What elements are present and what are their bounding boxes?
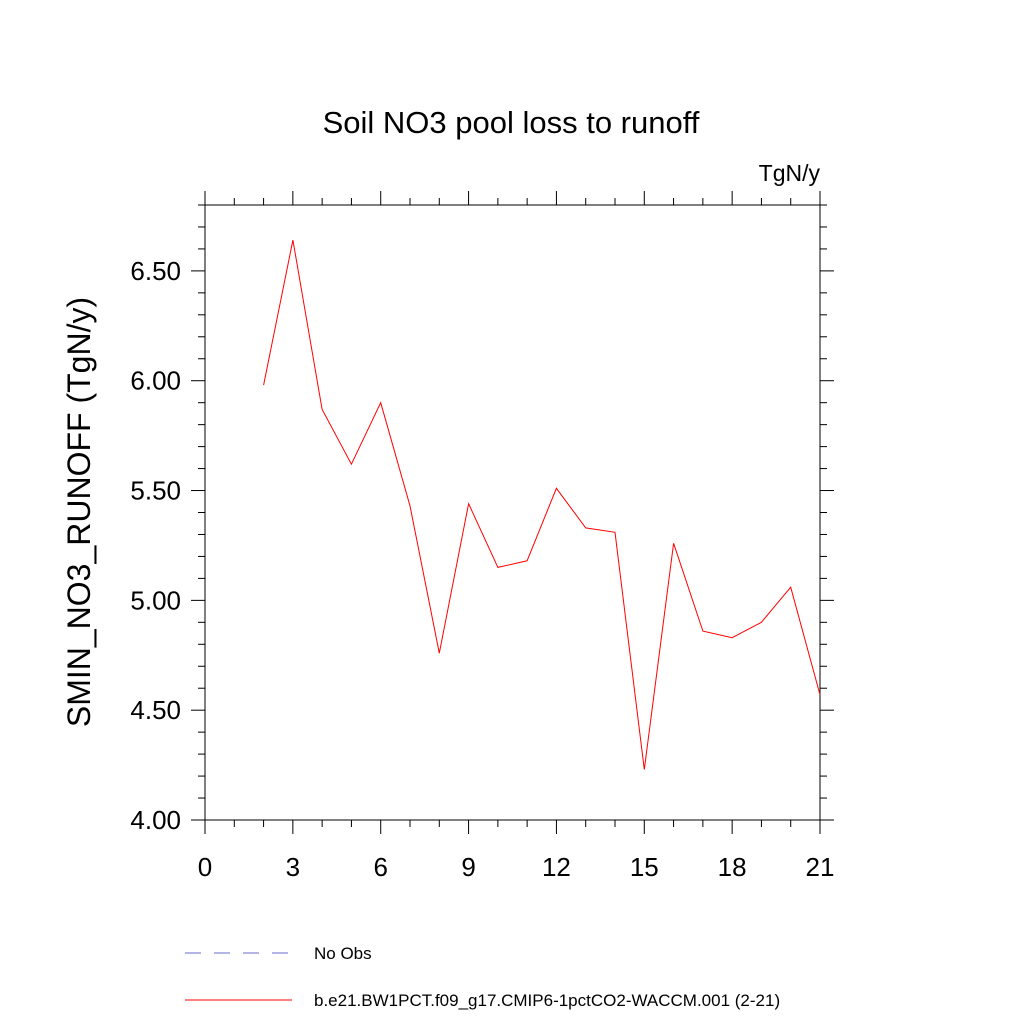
y-tick-label: 6.50 [130,256,181,286]
x-tick-label: 9 [461,852,475,882]
legend: No Obs b.e21.BW1PCT.f09_g17.CMIP6-1pctCO… [185,944,780,1010]
x-tick-labels: 0 3 6 9 12 15 18 21 [198,852,835,882]
x-tick-label: 3 [286,852,300,882]
series-line-1 [263,240,821,770]
x-tick-label: 0 [198,852,212,882]
chart-title: Soil NO3 pool loss to runoff [323,105,700,140]
y-tick-label: 5.00 [130,585,181,615]
series-layer [263,240,821,770]
y-tick-label: 5.50 [130,476,181,506]
units-label: TgN/y [759,160,821,186]
y-tick-labels: 4.00 4.50 5.00 5.50 6.00 6.50 [130,256,181,835]
axis-ticks [191,191,834,834]
x-tick-label: 12 [542,852,571,882]
x-tick-label: 6 [373,852,387,882]
legend-label-model: b.e21.BW1PCT.f09_g17.CMIP6-1pctCO2-WACCM… [314,991,780,1010]
y-tick-label: 6.00 [130,366,181,396]
legend-label-no-obs: No Obs [314,944,372,963]
x-tick-label: 18 [718,852,747,882]
y-tick-label: 4.50 [130,695,181,725]
y-axis-label: SMIN_NO3_RUNOFF (TgN/y) [61,297,97,727]
x-tick-label: 21 [806,852,835,882]
y-tick-label: 4.00 [130,805,181,835]
x-tick-label: 15 [630,852,659,882]
plot-frame [204,204,821,821]
